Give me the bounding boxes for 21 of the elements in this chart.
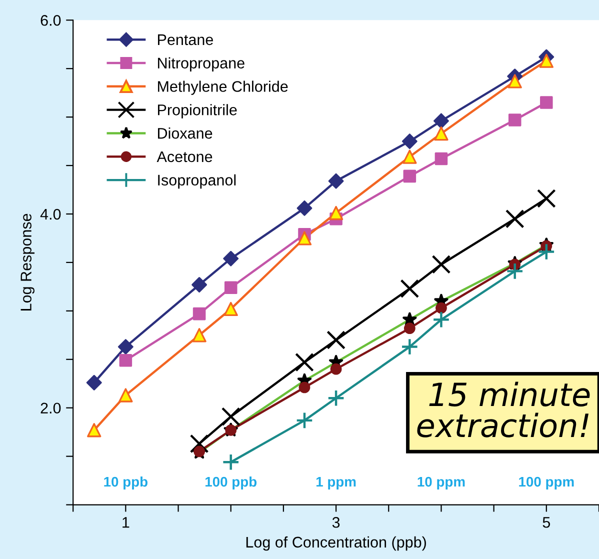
legend-label: Acetone: [156, 151, 212, 162]
x-tick-label: 1: [122, 517, 130, 528]
y-tick-label: 4.0: [40, 208, 61, 220]
legend-label: Methylene Chloride: [158, 80, 288, 95]
y-tick-label: 6.0: [40, 14, 61, 26]
annotation: 10 ppm: [418, 476, 465, 490]
annotation: 10 ppb: [104, 476, 148, 490]
annotation: 100 ppb: [205, 476, 257, 490]
legend-label: Dioxane: [158, 128, 212, 139]
x-tick-label: 3: [332, 516, 340, 528]
annotation: 100 ppm: [519, 476, 574, 490]
legend-label: Nitropropane: [158, 57, 244, 72]
x-axis-title: Log of Concentration (ppb): [246, 536, 426, 551]
legend-label: Pentane: [158, 34, 213, 46]
annotation: 15 minute extraction!: [417, 382, 590, 438]
legend-label: Isopropanol: [158, 174, 236, 189]
x-tick-label: 5: [542, 517, 550, 528]
y-axis-title: Log Response: [20, 214, 34, 310]
legend-label: Propionitrile: [158, 104, 237, 118]
annotation: 1 ppm: [316, 477, 356, 490]
y-tick-label: 2.0: [40, 402, 61, 414]
